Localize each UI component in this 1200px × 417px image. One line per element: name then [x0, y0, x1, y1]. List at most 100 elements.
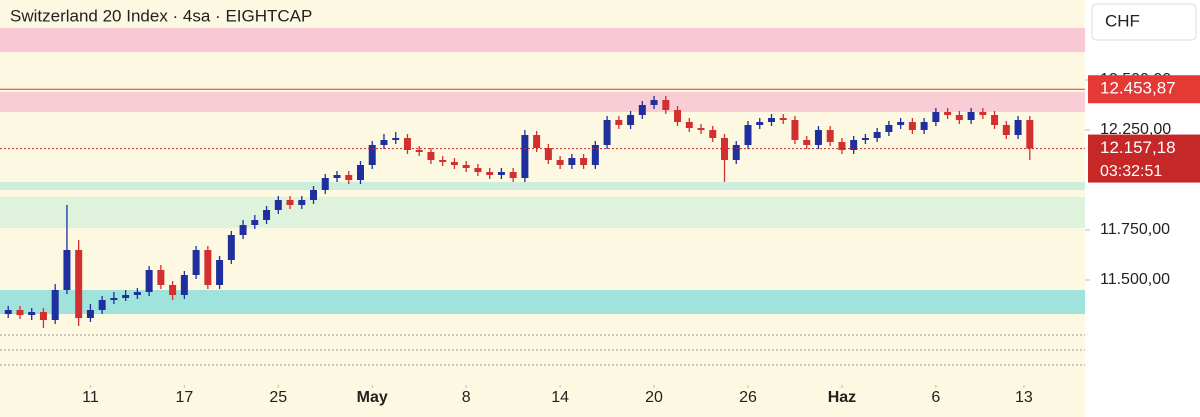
- x-tick-label: 26: [739, 389, 757, 406]
- candle-body: [615, 120, 623, 125]
- candle-body: [192, 250, 200, 275]
- candle-body: [908, 122, 916, 130]
- candle-body: [967, 112, 975, 120]
- candle-body: [345, 175, 353, 180]
- candle-body: [28, 312, 36, 315]
- candle-body: [251, 220, 259, 225]
- candle-body: [556, 160, 564, 165]
- x-tick-label: 11: [82, 389, 99, 406]
- candle-body: [122, 295, 130, 298]
- candle-body: [16, 310, 24, 315]
- zone: [0, 28, 1085, 52]
- y-tick-label: 11.500,00: [1100, 271, 1170, 288]
- x-tick-label: Haz: [828, 389, 856, 406]
- candle-body: [380, 140, 388, 145]
- candle-body: [814, 130, 822, 145]
- candle-body: [803, 140, 811, 145]
- candle-body: [298, 200, 306, 205]
- x-tick-label: 6: [931, 389, 940, 406]
- candle-body: [227, 235, 235, 260]
- candle-body: [709, 130, 717, 138]
- candle-body: [39, 312, 47, 320]
- candle-body: [944, 112, 952, 115]
- candle-body: [603, 120, 611, 145]
- currency-button[interactable]: [1091, 3, 1197, 41]
- candle-body: [873, 132, 881, 138]
- y-tick-label: 11.750,00: [1100, 221, 1170, 238]
- x-tick-label: 17: [175, 389, 193, 406]
- candle-body: [791, 120, 799, 140]
- candle-body: [779, 118, 787, 120]
- x-tick-label: 13: [1015, 389, 1033, 406]
- candle-body: [1014, 120, 1022, 135]
- candle-body: [439, 160, 447, 162]
- candle-body: [955, 115, 963, 120]
- candle-body: [86, 310, 94, 318]
- candle-body: [674, 110, 682, 122]
- candle-body: [157, 270, 165, 285]
- zone: [0, 92, 1085, 112]
- candle-body: [4, 310, 12, 314]
- x-tick-label: 8: [462, 389, 471, 406]
- candle-body: [826, 130, 834, 142]
- price-label: 12.157,18: [1100, 138, 1176, 157]
- chart-title: Switzerland 20 Index · 4sa · EIGHTCAP: [10, 6, 312, 25]
- candle-body: [920, 122, 928, 130]
- candle-body: [368, 145, 376, 165]
- candle-body: [392, 138, 400, 140]
- candle-body: [544, 148, 552, 160]
- candle-body: [838, 142, 846, 150]
- candle-body: [650, 100, 658, 105]
- candle-body: [239, 225, 247, 235]
- candle-body: [897, 122, 905, 125]
- candle-body: [662, 100, 670, 110]
- candle-body: [415, 150, 423, 152]
- price-axis-background: [1085, 0, 1200, 417]
- candle-body: [169, 285, 177, 295]
- x-tick-label: 14: [551, 389, 569, 406]
- candle-body: [333, 175, 341, 178]
- candle-body: [462, 165, 470, 168]
- candle-body: [861, 138, 869, 140]
- candle-body: [638, 105, 646, 115]
- candle-body: [274, 200, 282, 210]
- candle-body: [509, 172, 517, 178]
- zone: [0, 197, 1085, 228]
- candle-body: [580, 158, 588, 165]
- candle-body: [1026, 120, 1034, 149]
- candle-body: [885, 125, 893, 132]
- candle-body: [486, 172, 494, 175]
- candle-body: [321, 178, 329, 190]
- zone: [0, 290, 1085, 314]
- candle-body: [180, 275, 188, 295]
- y-tick-label: 12.250,00: [1100, 121, 1171, 138]
- price-label-box: [1088, 75, 1200, 104]
- price-label-box: [1088, 134, 1200, 183]
- candle-body: [286, 200, 294, 205]
- price-label: 12.453,87: [1100, 79, 1176, 98]
- candle-body: [568, 158, 576, 165]
- candle-body: [1002, 125, 1010, 135]
- candle-body: [51, 290, 59, 320]
- candle-body: [310, 190, 318, 200]
- candle-body: [474, 168, 482, 172]
- candle-body: [427, 152, 435, 160]
- x-tick-label: May: [357, 389, 388, 406]
- candle-body: [403, 138, 411, 150]
- candle-body: [497, 172, 505, 175]
- candle-body: [932, 112, 940, 122]
- candle-body: [110, 298, 118, 300]
- candle-body: [979, 112, 987, 115]
- x-tick-label: 25: [269, 389, 287, 406]
- candle-body: [850, 140, 858, 150]
- candle-body: [63, 250, 71, 290]
- candle-body: [521, 135, 529, 178]
- candle-body: [591, 145, 599, 165]
- candle-body: [133, 292, 141, 295]
- candle-body: [767, 118, 775, 122]
- candle-body: [744, 125, 752, 145]
- candle-body: [450, 162, 458, 165]
- countdown: 03:32:51: [1100, 163, 1162, 180]
- candle-body: [732, 145, 740, 160]
- candle-body: [75, 250, 83, 318]
